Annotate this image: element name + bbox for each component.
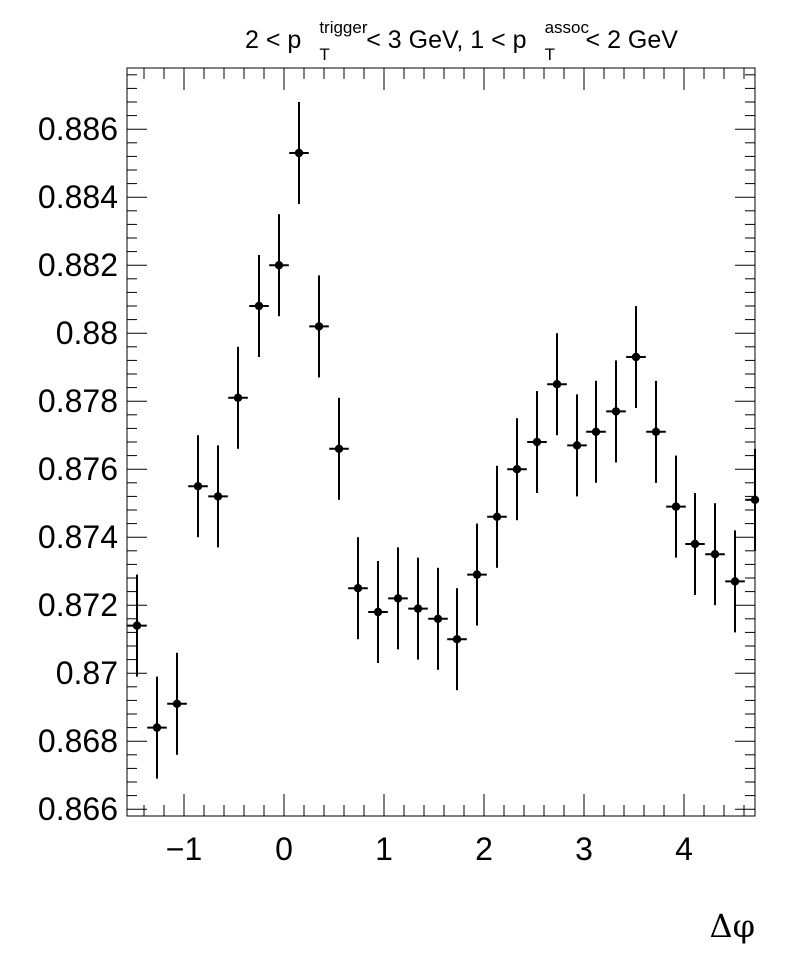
title-lead: 2 < p — [245, 26, 302, 54]
data-point — [428, 567, 448, 670]
title-trigger-sub: T — [319, 45, 330, 64]
data-point — [527, 391, 547, 493]
y-tick-label: 0.868 — [38, 723, 118, 759]
marker — [452, 635, 462, 644]
y-tick-label: 0.878 — [38, 383, 118, 419]
marker — [710, 550, 720, 559]
marker — [274, 261, 284, 270]
marker — [690, 539, 700, 549]
data-point — [685, 493, 705, 595]
data-point — [309, 275, 329, 378]
marker — [730, 577, 740, 586]
marker — [393, 594, 403, 603]
plot-frame — [126, 67, 756, 817]
data-points — [127, 102, 760, 779]
data-point — [547, 333, 567, 436]
y-tick-label: 0.87 — [56, 655, 118, 691]
title-assoc-sup: assoc — [544, 18, 589, 37]
chart-title: 2 < p trigger T < 3 GeV, 1 < p assoc T < 2 G… — [245, 19, 678, 63]
data-point — [147, 676, 167, 779]
data-point — [348, 537, 368, 640]
marker — [552, 380, 562, 389]
data-point — [507, 418, 527, 521]
marker — [492, 512, 502, 521]
marker — [314, 322, 324, 331]
y-tick-label: 0.884 — [38, 179, 118, 215]
data-point — [167, 652, 187, 755]
data-point — [269, 214, 289, 317]
data-point — [626, 306, 646, 408]
x-tick-label: 2 — [475, 831, 493, 867]
marker — [233, 393, 243, 402]
x-tick-label: −1 — [166, 831, 202, 867]
marker — [512, 465, 522, 474]
data-point — [725, 530, 745, 633]
tick-labels: −1 0 1 2 3 4 0.866 0.868 0.87 0.872 0.874 0.876 0.87… — [38, 111, 693, 867]
marker — [132, 621, 142, 630]
data-point — [208, 445, 228, 548]
marker — [193, 482, 203, 491]
data-point — [586, 380, 606, 483]
marker — [472, 570, 482, 579]
y-tick-label: 0.882 — [38, 247, 118, 283]
marker — [651, 427, 661, 436]
data-point — [447, 588, 467, 691]
axis-ticks — [127, 68, 755, 816]
x-tick-label: 3 — [575, 831, 593, 867]
marker — [294, 148, 304, 158]
marker — [254, 301, 264, 311]
y-tick-label: 0.876 — [38, 451, 118, 487]
data-point — [368, 561, 388, 663]
y-tick-label: 0.886 — [38, 111, 118, 147]
y-tick-label: 0.872 — [38, 587, 118, 623]
marker — [353, 584, 363, 593]
title-assoc-sub: T — [544, 45, 555, 64]
title-mid: < 3 GeV, 1 < p — [359, 26, 527, 54]
data-point — [228, 346, 248, 449]
data-point — [127, 574, 147, 677]
marker — [213, 492, 223, 501]
data-point — [567, 394, 587, 497]
x-tick-label: 1 — [375, 831, 393, 867]
marker — [532, 437, 542, 447]
data-point — [467, 523, 487, 626]
x-axis-label: Δφ — [709, 907, 755, 945]
y-tick-label: 0.874 — [38, 519, 118, 555]
data-point — [745, 448, 760, 551]
data-point — [606, 360, 626, 463]
marker — [631, 352, 641, 362]
marker — [152, 723, 162, 732]
marker — [591, 427, 601, 436]
data-point — [188, 435, 208, 538]
marker — [373, 607, 383, 617]
title-trigger-sup: trigger — [319, 18, 368, 37]
marker — [611, 407, 621, 416]
data-point — [289, 102, 309, 204]
title-tail: < 2 GeV — [578, 26, 678, 54]
marker — [413, 604, 423, 613]
x-tick-label: 0 — [275, 831, 293, 867]
y-tick-label: 0.88 — [56, 315, 118, 351]
data-point — [329, 397, 349, 500]
marker — [172, 699, 182, 708]
data-point — [666, 455, 686, 558]
marker — [334, 444, 344, 453]
data-point — [487, 465, 507, 568]
marker — [433, 614, 443, 623]
data-point — [646, 380, 666, 483]
marker — [671, 502, 681, 511]
x-tick-label: 4 — [675, 831, 693, 867]
data-point — [408, 557, 428, 660]
marker — [572, 441, 582, 450]
data-point — [249, 255, 269, 357]
y-tick-label: 0.866 — [38, 791, 118, 827]
marker — [750, 495, 760, 504]
data-point — [388, 547, 408, 650]
data-point — [705, 503, 725, 606]
